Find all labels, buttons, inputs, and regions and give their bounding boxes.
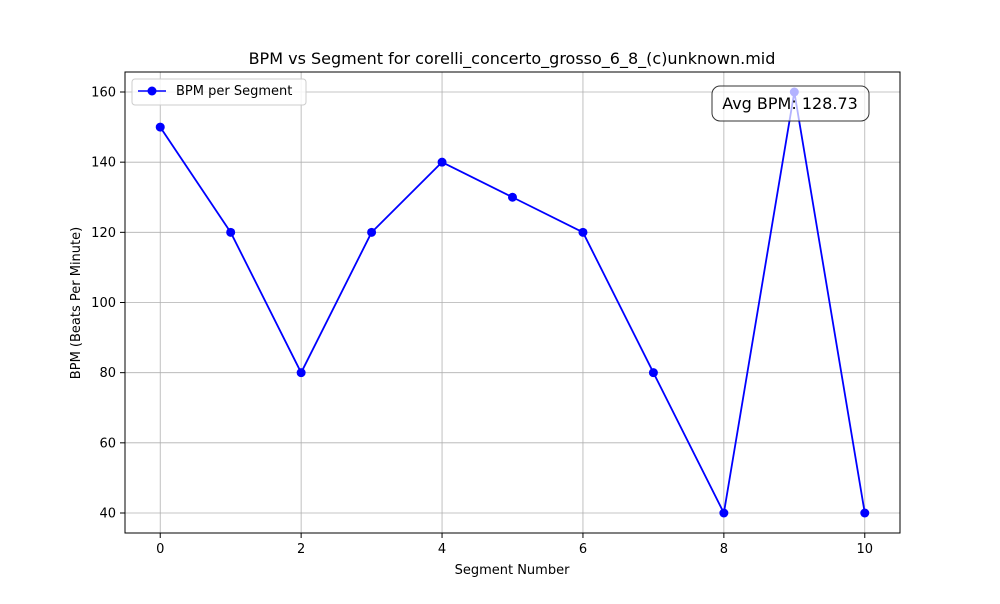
y-tick-label: 100	[91, 296, 116, 311]
y-axis-label: BPM (Beats Per Minute)	[69, 227, 84, 379]
legend: BPM per Segment	[131, 78, 307, 106]
x-tick-label: 4	[438, 542, 446, 557]
data-point	[508, 192, 517, 202]
data-point	[860, 508, 870, 518]
data-point	[367, 227, 377, 237]
legend-box	[131, 78, 307, 106]
data-point	[578, 227, 588, 237]
y-tick-label: 140	[91, 156, 116, 171]
x-axis-label: Segment Number	[455, 563, 571, 578]
grid-lines	[125, 72, 900, 533]
data-point	[437, 157, 447, 167]
legend-marker	[147, 86, 157, 96]
y-tick-label: 40	[99, 507, 116, 522]
x-tick-label: 0	[156, 542, 164, 557]
x-axis-ticks: 0 2 4 6 8 10	[156, 533, 873, 557]
y-tick-label: 80	[99, 366, 116, 381]
x-tick-label: 8	[720, 542, 728, 557]
y-axis-ticks: 40 60 80 100 120 140 160	[91, 85, 125, 522]
y-tick-label: 60	[99, 436, 116, 451]
y-tick-label: 120	[91, 226, 116, 241]
y-tick-label: 160	[91, 85, 116, 100]
data-point	[226, 227, 236, 237]
legend-label: BPM per Segment	[176, 84, 292, 99]
average-annotation: Avg BPM: 128.73	[711, 85, 870, 122]
data-point	[648, 368, 658, 378]
data-point	[296, 368, 306, 378]
data-point	[155, 122, 165, 132]
x-tick-label: 6	[579, 542, 587, 557]
x-tick-label: 10	[856, 542, 873, 557]
annotation-text: Avg BPM: 128.73	[722, 94, 858, 113]
data-point	[719, 508, 729, 518]
x-tick-label: 2	[297, 542, 305, 557]
chart-title: BPM vs Segment for corelli_concerto_gros…	[249, 49, 776, 69]
annotation-box	[711, 85, 870, 122]
